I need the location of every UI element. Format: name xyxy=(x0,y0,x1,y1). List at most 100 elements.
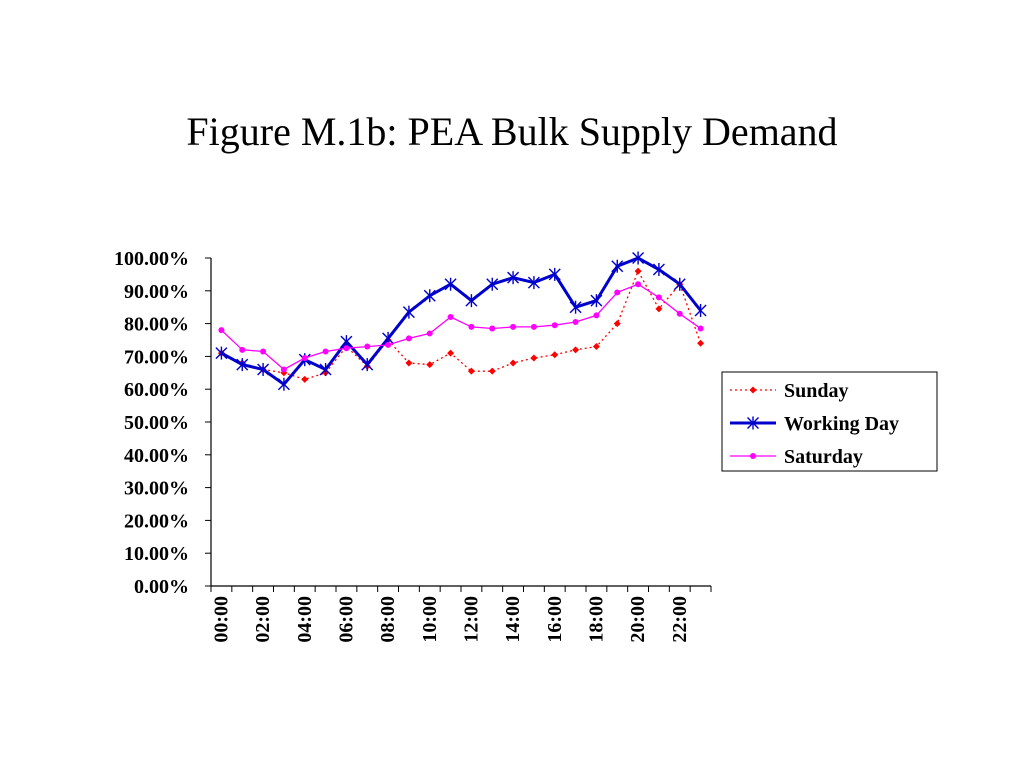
legend-marker xyxy=(749,386,757,394)
data-point xyxy=(277,377,290,391)
data-point xyxy=(592,343,600,351)
legend-marker xyxy=(750,453,756,459)
x-tick-label: 00:00 xyxy=(210,596,232,643)
data-point xyxy=(215,346,228,360)
data-point xyxy=(551,322,558,329)
data-point xyxy=(426,330,433,337)
data-point xyxy=(405,359,413,367)
data-point xyxy=(260,348,267,355)
data-point xyxy=(548,267,561,281)
data-point xyxy=(694,303,707,317)
y-tick-label: 90.00% xyxy=(124,281,189,303)
data-point xyxy=(423,289,436,303)
data-point xyxy=(530,323,537,330)
x-tick-label: 14:00 xyxy=(502,596,524,643)
series-layer xyxy=(215,251,707,391)
data-point xyxy=(509,359,517,367)
y-tick-label: 20.00% xyxy=(124,510,189,532)
legend-marker xyxy=(747,416,759,430)
y-tick-label: 80.00% xyxy=(124,314,189,336)
data-point xyxy=(468,323,475,330)
data-point xyxy=(301,375,309,383)
series-line xyxy=(220,256,702,387)
y-tick-label: 0.00% xyxy=(134,576,189,598)
data-point xyxy=(280,366,287,373)
legend-item: Saturday xyxy=(730,446,863,468)
data-point xyxy=(673,277,686,291)
legend-item: Sunday xyxy=(730,380,849,402)
data-point xyxy=(655,294,662,301)
data-point xyxy=(322,348,329,355)
data-point xyxy=(218,327,225,334)
data-point xyxy=(319,363,332,377)
data-point xyxy=(614,289,621,296)
data-point xyxy=(489,325,496,332)
data-point xyxy=(634,267,642,275)
y-tick-label: 100.00% xyxy=(114,248,189,270)
y-tick-label: 60.00% xyxy=(124,379,189,401)
data-point xyxy=(510,323,517,330)
y-tick-label: 30.00% xyxy=(124,478,189,500)
data-point xyxy=(507,271,520,285)
x-tick-label: 02:00 xyxy=(252,596,274,643)
x-tick-label: 20:00 xyxy=(627,596,649,643)
data-point xyxy=(257,363,270,377)
data-point xyxy=(385,341,392,348)
data-point xyxy=(632,251,645,265)
data-point xyxy=(488,367,496,375)
data-point xyxy=(655,305,663,313)
data-point xyxy=(364,343,371,350)
data-point xyxy=(239,346,246,353)
data-point xyxy=(697,325,704,332)
data-point xyxy=(361,358,374,372)
chart-title: Figure M.1b: PEA Bulk Supply Demand xyxy=(186,109,838,154)
legend-label: Working Day xyxy=(784,413,899,435)
x-tick-label: 18:00 xyxy=(585,596,607,643)
series-line xyxy=(220,283,701,371)
y-tick-label: 50.00% xyxy=(124,412,189,434)
data-point xyxy=(611,259,624,273)
x-tick-label: 22:00 xyxy=(669,596,691,643)
y-tick-label: 70.00% xyxy=(124,346,189,368)
data-point xyxy=(590,294,603,308)
x-tick-label: 16:00 xyxy=(544,596,566,643)
data-point xyxy=(405,335,412,342)
legend-label: Sunday xyxy=(784,380,849,402)
series-working-day xyxy=(215,251,707,391)
x-tick-label: 10:00 xyxy=(419,596,441,643)
axes: 0.00% 10.00% 20.00% 30.00% 40.00% 50.00% 60.00… xyxy=(114,248,712,643)
legend: Sunday Working Day Saturday xyxy=(721,371,938,472)
legend-item: Working Day xyxy=(730,413,899,435)
data-point xyxy=(569,300,582,314)
y-tick-label: 10.00% xyxy=(124,543,189,565)
data-point xyxy=(572,318,579,325)
x-tick-label: 04:00 xyxy=(294,596,316,643)
data-point xyxy=(551,351,559,359)
y-tick-label: 40.00% xyxy=(124,445,189,467)
data-point xyxy=(465,294,478,308)
data-point xyxy=(572,346,580,354)
legend-label: Saturday xyxy=(784,446,863,468)
data-point xyxy=(676,310,683,317)
data-point xyxy=(301,355,308,362)
data-point xyxy=(530,354,538,362)
series-saturday xyxy=(218,281,704,373)
data-point xyxy=(467,367,475,375)
data-point xyxy=(527,276,540,290)
data-point xyxy=(402,305,415,319)
data-point xyxy=(486,277,499,291)
data-point xyxy=(343,345,350,352)
x-tick-label: 08:00 xyxy=(377,596,399,643)
data-point xyxy=(426,361,434,369)
x-tick-label: 06:00 xyxy=(335,596,357,643)
data-point xyxy=(447,314,454,321)
x-tick-label: 12:00 xyxy=(460,596,482,643)
data-point xyxy=(236,358,249,372)
data-point xyxy=(593,312,600,319)
data-point xyxy=(613,320,621,328)
data-point xyxy=(447,349,455,357)
data-point xyxy=(697,339,705,347)
data-point xyxy=(652,262,665,276)
data-point xyxy=(444,277,457,291)
